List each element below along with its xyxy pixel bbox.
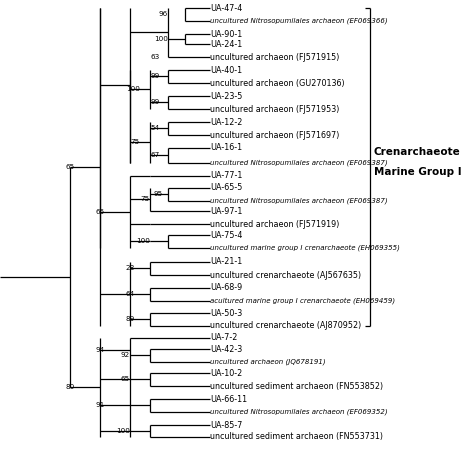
Text: uncultured archaeon (FJ571697): uncultured archaeon (FJ571697) [210,130,339,139]
Text: UA-23-5: UA-23-5 [210,91,242,100]
Text: Marine Group I: Marine Group I [374,167,462,177]
Text: 100: 100 [116,428,130,434]
Text: 65: 65 [66,164,75,170]
Text: UA-75-4: UA-75-4 [210,230,242,239]
Text: uncultured archaeon (FJ571953): uncultured archaeon (FJ571953) [210,104,339,113]
Text: uncultured crenarchaeote (AJ567635): uncultured crenarchaeote (AJ567635) [210,271,361,280]
Text: 80: 80 [66,384,75,390]
Text: uncultured sediment archaeon (FN553731): uncultured sediment archaeon (FN553731) [210,432,383,441]
Text: UA-77-1: UA-77-1 [210,172,242,181]
Text: 65: 65 [121,376,130,382]
Text: uncultured Nitrosopumilales archaeon (EF069366): uncultured Nitrosopumilales archaeon (EF… [210,18,388,24]
Text: UA-85-7: UA-85-7 [210,420,242,429]
Text: 28: 28 [126,265,135,271]
Text: acultured marine group I crenarchaeote (EH069459): acultured marine group I crenarchaeote (… [210,298,395,304]
Text: UA-47-4: UA-47-4 [210,3,242,12]
Text: UA-16-1: UA-16-1 [210,144,242,153]
Text: 100: 100 [154,36,168,42]
Text: 75: 75 [141,196,150,202]
Text: UA-21-1: UA-21-1 [210,257,242,266]
Text: 99: 99 [151,99,160,105]
Text: UA-42-3: UA-42-3 [210,345,242,354]
Text: UA-12-2: UA-12-2 [210,118,242,127]
Text: 94: 94 [96,347,105,353]
Text: UA-66-11: UA-66-11 [210,394,247,403]
Text: UA-68-9: UA-68-9 [210,283,242,292]
Text: uncultured Nitrosopumilales archaeon (EF069387): uncultured Nitrosopumilales archaeon (EF… [210,160,388,166]
Text: uncultured Nitrosopumilales archaeon (EF069352): uncultured Nitrosopumilales archaeon (EF… [210,409,388,415]
Text: UA-24-1: UA-24-1 [210,39,242,48]
Text: uncultured archaeon (FJ571915): uncultured archaeon (FJ571915) [210,53,339,62]
Text: 64: 64 [126,291,135,297]
Text: uncultured marine group I crenarchaeote (EH069355): uncultured marine group I crenarchaeote … [210,245,400,251]
Text: 91: 91 [96,402,105,408]
Text: 75: 75 [131,139,140,145]
Text: 95: 95 [154,191,163,197]
Text: uncultured sediment archaeon (FN553852): uncultured sediment archaeon (FN553852) [210,382,383,391]
Text: 54: 54 [151,125,160,131]
Text: 100: 100 [126,86,140,92]
Text: UA-40-1: UA-40-1 [210,65,242,74]
Text: UA-97-1: UA-97-1 [210,207,242,216]
Text: uncultured archaeon (FJ571919): uncultured archaeon (FJ571919) [210,219,339,228]
Text: 100: 100 [136,238,150,244]
Text: uncultured archaeon (JQ678191): uncultured archaeon (JQ678191) [210,359,326,365]
Text: UA-90-1: UA-90-1 [210,29,242,38]
Text: UA-10-2: UA-10-2 [210,368,242,377]
Text: 63: 63 [151,54,160,60]
Text: uncultured Nitrosopumilales archaeon (EF069387): uncultured Nitrosopumilales archaeon (EF… [210,198,388,204]
Text: 89: 89 [126,316,135,322]
Text: Crenarchaeote: Crenarchaeote [374,147,461,157]
Text: uncultured crenarchaeote (AJ870952): uncultured crenarchaeote (AJ870952) [210,321,361,330]
Text: UA-7-2: UA-7-2 [210,334,237,343]
Text: 96: 96 [159,11,168,17]
Text: 67: 67 [151,152,160,158]
Text: UA-65-5: UA-65-5 [210,183,242,192]
Text: UA-50-3: UA-50-3 [210,309,242,318]
Text: uncultured archaeon (GU270136): uncultured archaeon (GU270136) [210,79,345,88]
Text: 65: 65 [96,209,105,215]
Text: 99: 99 [151,73,160,79]
Text: 92: 92 [121,352,130,358]
